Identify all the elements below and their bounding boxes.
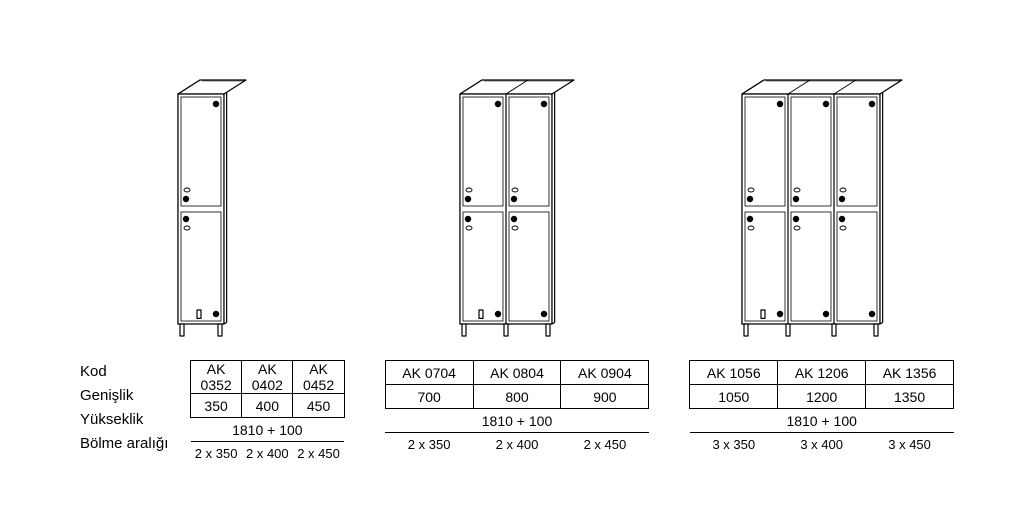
height-cell: 1810 + 100 [385,409,649,433]
width-cell: 1050 [690,385,778,409]
column-1: KodGenişlikYükseklikBölme aralığıAK 0352… [80,40,345,466]
cabinet-3-module [689,40,954,340]
cabinet-2-module [385,40,650,340]
compartment-cell: 2 x 400 [242,442,293,466]
code-cell: AK 0452 [293,361,344,394]
cabinet-drawing [174,76,250,340]
compartment-cell: 2 x 350 [191,442,242,466]
code-cell: AK 1206 [778,361,866,385]
width-cell: 800 [473,385,561,409]
spec-table: AK 0352AK 0402AK 0452 3504004501810 + 100… [190,360,345,466]
code-cell: AK 1056 [690,361,778,385]
cabinet-drawing [738,76,906,340]
code-cell: AK 1356 [866,361,954,385]
compartment-cell: 3 x 350 [690,433,778,457]
width-cell: 400 [242,394,293,418]
label-kod: Kod [80,360,190,384]
compartment-cell: 3 x 400 [778,433,866,457]
label-genislik: Genişlik [80,384,190,408]
code-cell: AK 0804 [473,361,561,385]
spec-block: KodGenişlikYükseklikBölme aralığıAK 1056… [689,360,954,457]
label-bolme: Bölme aralığı [80,432,190,456]
width-cell: 700 [385,385,473,409]
row-labels: KodGenişlikYükseklikBölme aralığı [80,360,190,466]
compartment-cell: 2 x 450 [293,442,344,466]
column-3: KodGenişlikYükseklikBölme aralığıAK 1056… [689,40,954,466]
spec-block: KodGenişlikYükseklikBölme aralığıAK 0704… [385,360,650,457]
width-cell: 450 [293,394,344,418]
spec-block: KodGenişlikYükseklikBölme aralığıAK 0352… [80,360,345,466]
spec-table: AK 1056AK 1206AK 1356 1050120013501810 + … [689,360,954,457]
width-cell: 1350 [866,385,954,409]
width-cell: 1200 [778,385,866,409]
width-cell: 350 [191,394,242,418]
label-yukseklik: Yükseklik [80,408,190,432]
cabinet-drawing [456,76,578,340]
code-cell: AK 0904 [561,361,649,385]
height-cell: 1810 + 100 [690,409,954,433]
spec-table: AK 0704AK 0804AK 0904 7008009001810 + 100… [385,360,650,457]
code-cell: AK 0402 [242,361,293,394]
code-cell: AK 0352 [191,361,242,394]
code-cell: AK 0704 [385,361,473,385]
column-2: KodGenişlikYükseklikBölme aralığıAK 0704… [385,40,650,466]
height-cell: 1810 + 100 [191,418,345,442]
compartment-cell: 3 x 450 [866,433,954,457]
compartment-cell: 2 x 400 [473,433,561,457]
width-cell: 900 [561,385,649,409]
compartment-cell: 2 x 450 [561,433,649,457]
cabinet-1-module [80,40,345,340]
compartment-cell: 2 x 350 [385,433,473,457]
